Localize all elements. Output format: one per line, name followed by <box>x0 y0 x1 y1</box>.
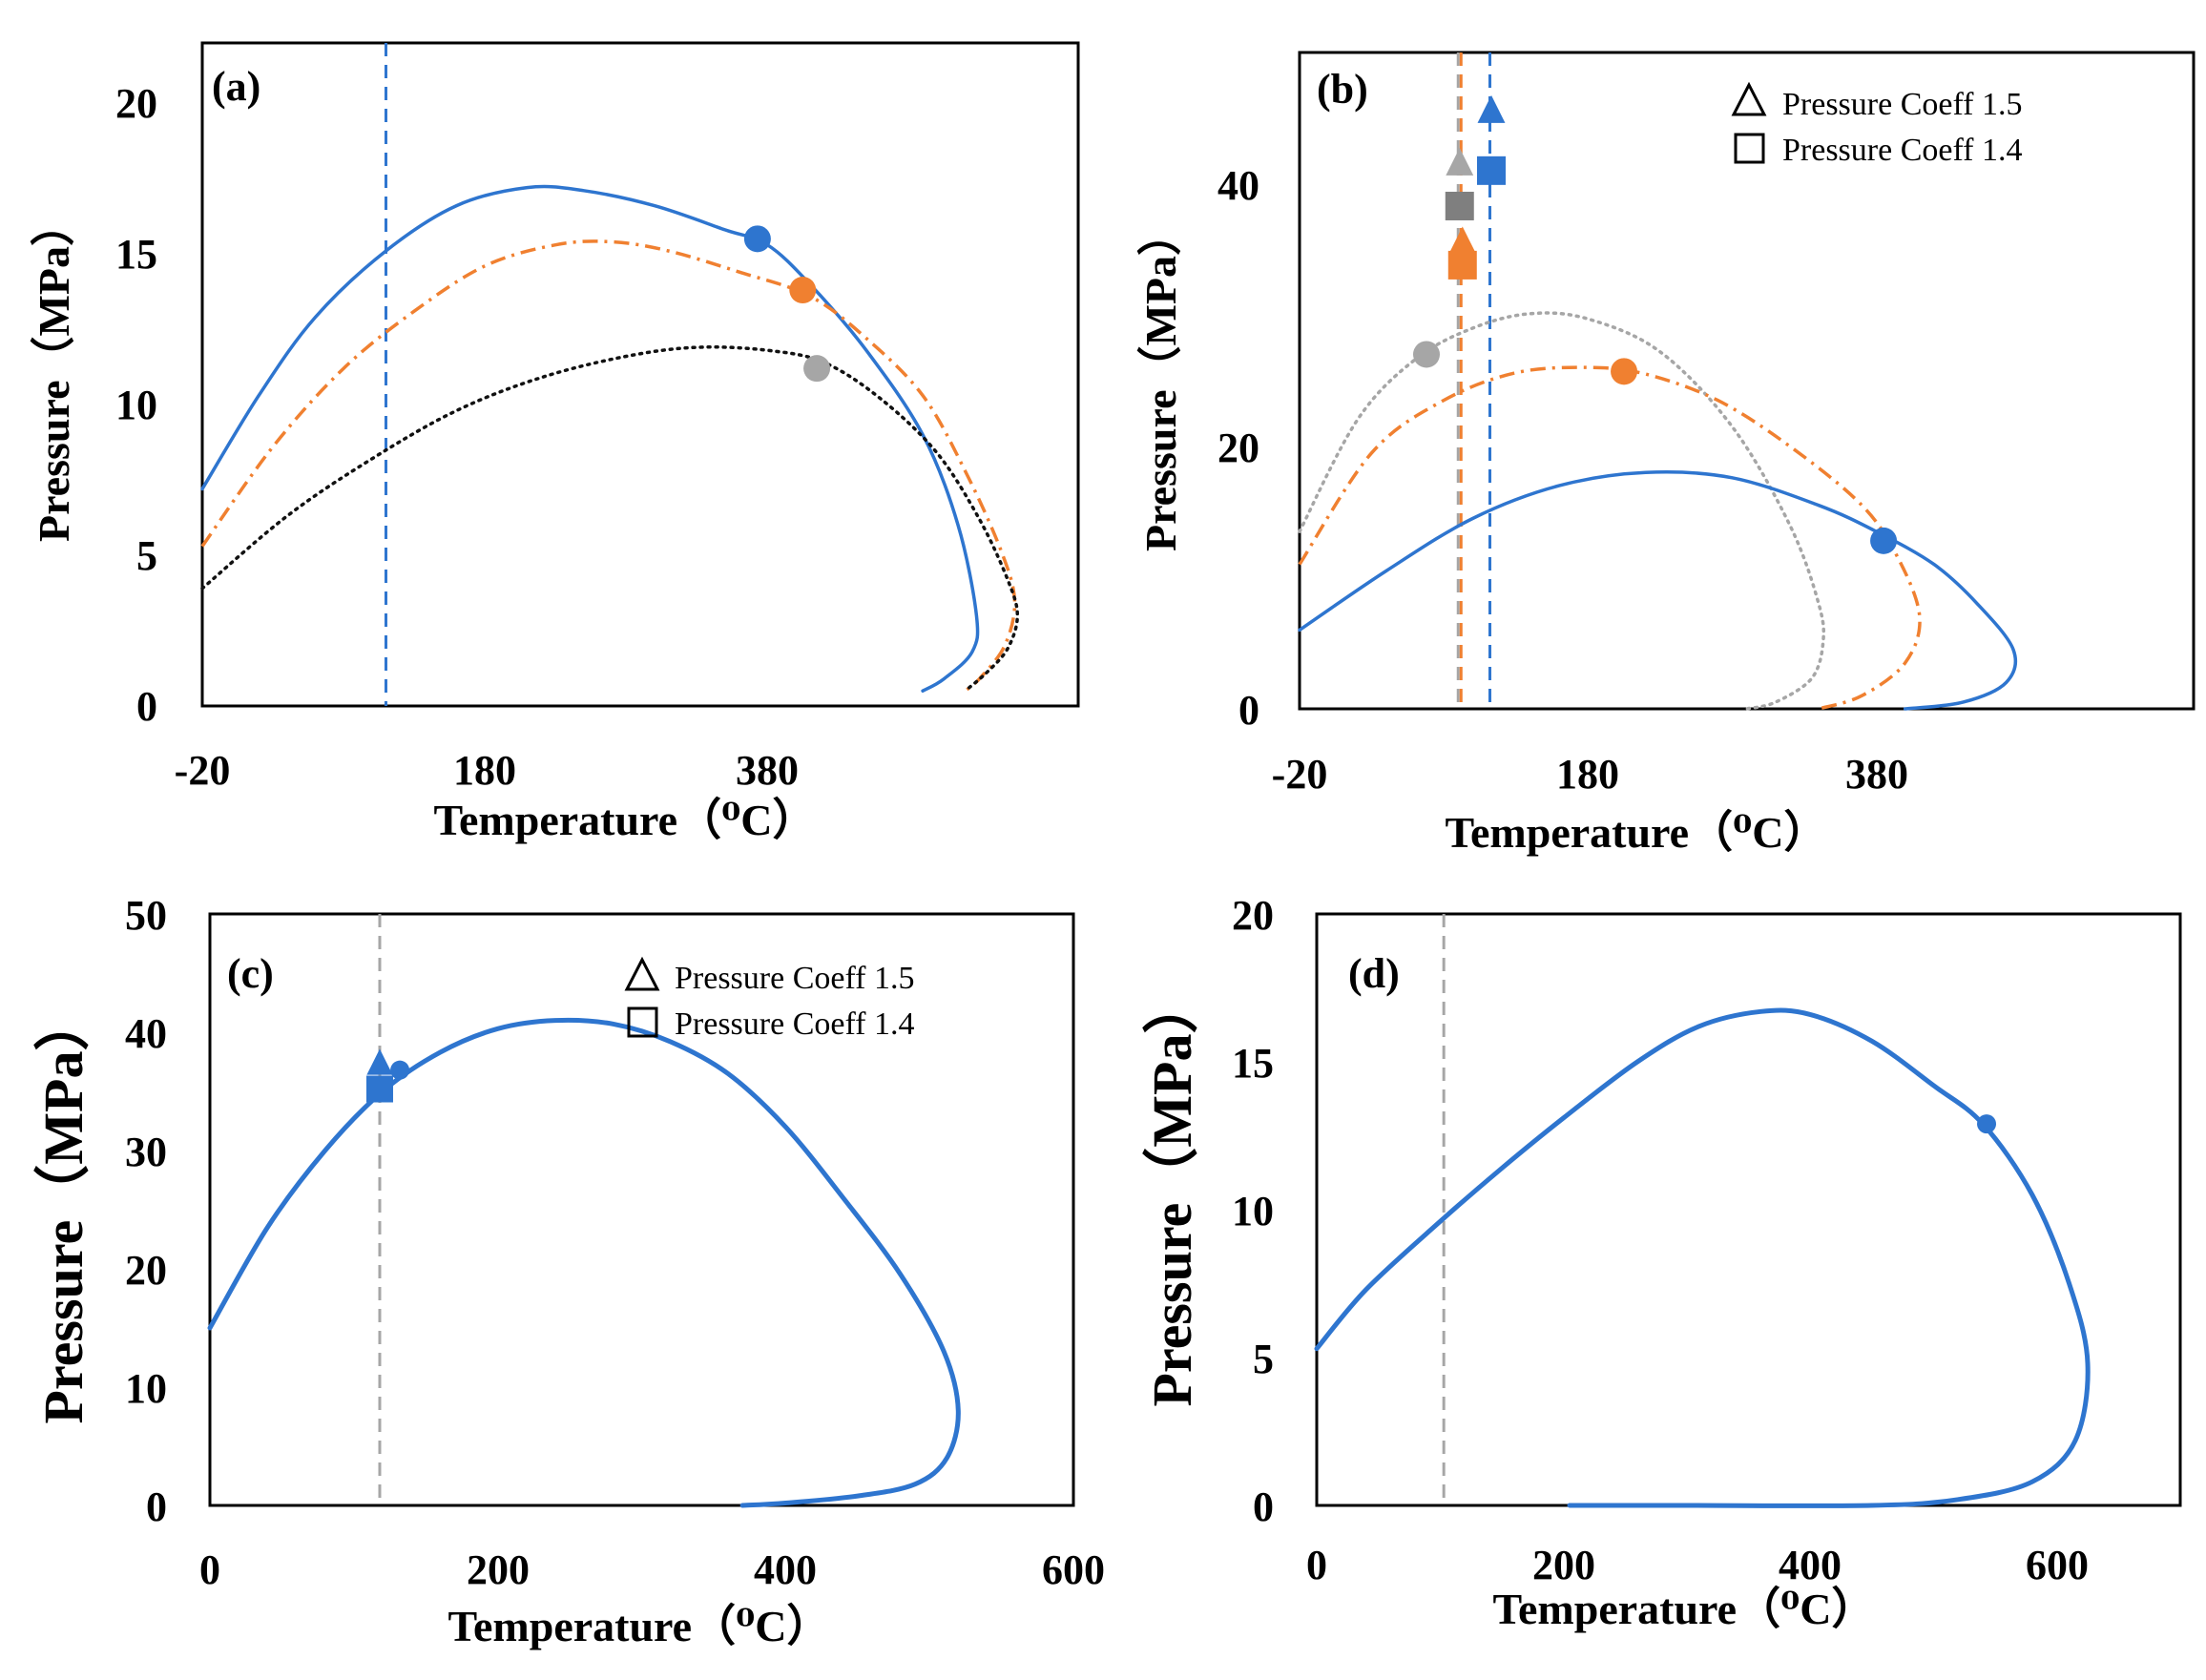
legend-entry-text: Pressure Coeff 1.5 <box>1782 87 2023 122</box>
series-group-d <box>1314 1007 2091 1508</box>
series-group-c <box>207 1017 961 1508</box>
x-tick-label: 380 <box>1845 751 1908 798</box>
series-group-a <box>200 184 1020 693</box>
y-axis-label-d: Pressure（MPa） <box>1141 979 1203 1407</box>
series-line <box>1298 470 2018 711</box>
x-tick-label: -20 <box>175 747 231 794</box>
y-tick-label: 5 <box>136 532 157 579</box>
legend-entry-text: Pressure Coeff 1.4 <box>1782 133 2023 168</box>
data-point-triangle <box>366 1048 393 1075</box>
data-point-triangle <box>1477 94 1506 123</box>
plot-frame-c <box>208 912 1075 1507</box>
y-tick-label: 0 <box>1238 687 1259 734</box>
x-tick-label: 0 <box>1306 1542 1327 1588</box>
y-tick-label: 10 <box>125 1365 167 1412</box>
data-point-circle <box>803 355 831 383</box>
y-tick-label: 10 <box>1232 1188 1274 1234</box>
data-point-square <box>1445 191 1474 220</box>
legend-c: Pressure Coeff 1.5 Pressure Coeff 1.4 <box>624 956 915 1042</box>
y-tick-label: 15 <box>115 231 157 278</box>
y-tick-label: 20 <box>1217 425 1259 471</box>
series-group-b <box>1298 311 2018 711</box>
data-point-square <box>365 1075 393 1103</box>
y-tick-label: 40 <box>125 1010 167 1057</box>
series-line <box>1314 1007 2091 1508</box>
panel-label-a: (a) <box>212 63 260 110</box>
x-tick-label: 600 <box>1042 1546 1105 1593</box>
marker-group-d <box>1977 1114 1997 1134</box>
x-tick-label: 400 <box>1779 1542 1842 1588</box>
data-point-square <box>1447 250 1477 280</box>
panel-label-d: (d) <box>1348 950 1400 997</box>
vline-group-b <box>1456 52 1491 709</box>
data-point-triangle <box>1448 226 1477 255</box>
x-tick-label: 200 <box>467 1546 530 1593</box>
legend-b: Pressure Coeff 1.5 Pressure Coeff 1.4 <box>1731 81 2023 168</box>
legend-square-icon <box>1734 133 1765 164</box>
series-line <box>207 1017 961 1508</box>
x-tick-label: 180 <box>1556 751 1619 798</box>
plot-frame-b <box>1298 51 2196 711</box>
marker-group-b <box>1412 94 1898 554</box>
legend-entry-text: Pressure Coeff 1.5 <box>675 961 915 996</box>
panel-d: (d) 0 5 10 15 20 0 200 400 600 Temperatu… <box>1141 892 2182 1633</box>
marker-group-c <box>365 1048 410 1103</box>
series-line <box>200 184 980 693</box>
series-line <box>200 344 1020 693</box>
x-tick-label: 180 <box>453 747 516 794</box>
y-tick-label: 20 <box>115 80 157 127</box>
y-axis-label-b: Pressure（MPa） <box>1136 212 1185 551</box>
plot-frame-a <box>200 41 1080 708</box>
marker-group-a <box>743 225 831 383</box>
x-tick-label: 380 <box>736 747 799 794</box>
y-tick-label: 20 <box>1232 892 1274 939</box>
data-point-triangle <box>1446 147 1474 176</box>
y-tick-label: 30 <box>125 1129 167 1175</box>
x-tick-label: 400 <box>754 1546 817 1593</box>
x-axis-label-c: Temperature（⁰C） <box>448 1602 831 1650</box>
data-point-circle <box>743 225 771 253</box>
series-line <box>1298 365 1922 711</box>
y-axis-label-a: Pressure（MPa） <box>30 202 78 542</box>
x-axis-label-a: Temperature（⁰C） <box>434 796 817 844</box>
y-tick-label: 40 <box>1217 162 1259 209</box>
panel-b: (b) Pressure Coeff 1.5 Pressure Coeff 1.… <box>1136 51 2196 857</box>
data-point-circle <box>1870 527 1898 554</box>
x-tick-label: 600 <box>2026 1542 2089 1588</box>
panel-c: (c) Pressure Coeff 1.5 Pressure Coeff 1.… <box>32 892 1105 1650</box>
data-point-circle <box>789 277 817 304</box>
panel-a: (a) 0 5 10 15 20 -20 180 380 Temperature… <box>30 41 1080 844</box>
y-tick-label: 5 <box>1253 1336 1274 1382</box>
data-point-circle <box>1611 358 1638 385</box>
y-tick-label: 10 <box>115 382 157 428</box>
data-point-circle <box>390 1060 410 1080</box>
series-line <box>200 239 1017 693</box>
legend-triangle-icon <box>624 956 660 991</box>
legend-entry-text: Pressure Coeff 1.4 <box>675 1006 915 1042</box>
x-tick-label: -20 <box>1272 751 1328 798</box>
data-point-circle <box>1412 341 1440 368</box>
data-point-circle <box>1977 1114 1997 1134</box>
x-axis-label-b: Temperature（⁰C） <box>1446 808 1828 857</box>
y-tick-label: 15 <box>1232 1040 1274 1087</box>
legend-triangle-icon <box>1731 81 1767 116</box>
y-tick-label: 20 <box>125 1247 167 1294</box>
y-tick-label: 0 <box>146 1483 167 1530</box>
x-axis-label-d: Temperature（⁰C） <box>1493 1585 1876 1633</box>
data-point-square <box>1477 156 1507 185</box>
y-axis-label-c: Pressure（MPa） <box>32 996 94 1424</box>
y-tick-label: 0 <box>1253 1483 1274 1530</box>
series-line <box>1298 311 1826 711</box>
x-tick-label: 200 <box>1532 1542 1595 1588</box>
y-tick-label: 50 <box>125 892 167 939</box>
panel-label-c: (c) <box>227 950 274 997</box>
y-tick-label: 0 <box>136 683 157 730</box>
x-tick-label: 0 <box>199 1546 220 1593</box>
plot-frame-d <box>1315 912 2182 1507</box>
legend-square-icon <box>627 1006 658 1038</box>
panel-label-b: (b) <box>1317 66 1368 113</box>
